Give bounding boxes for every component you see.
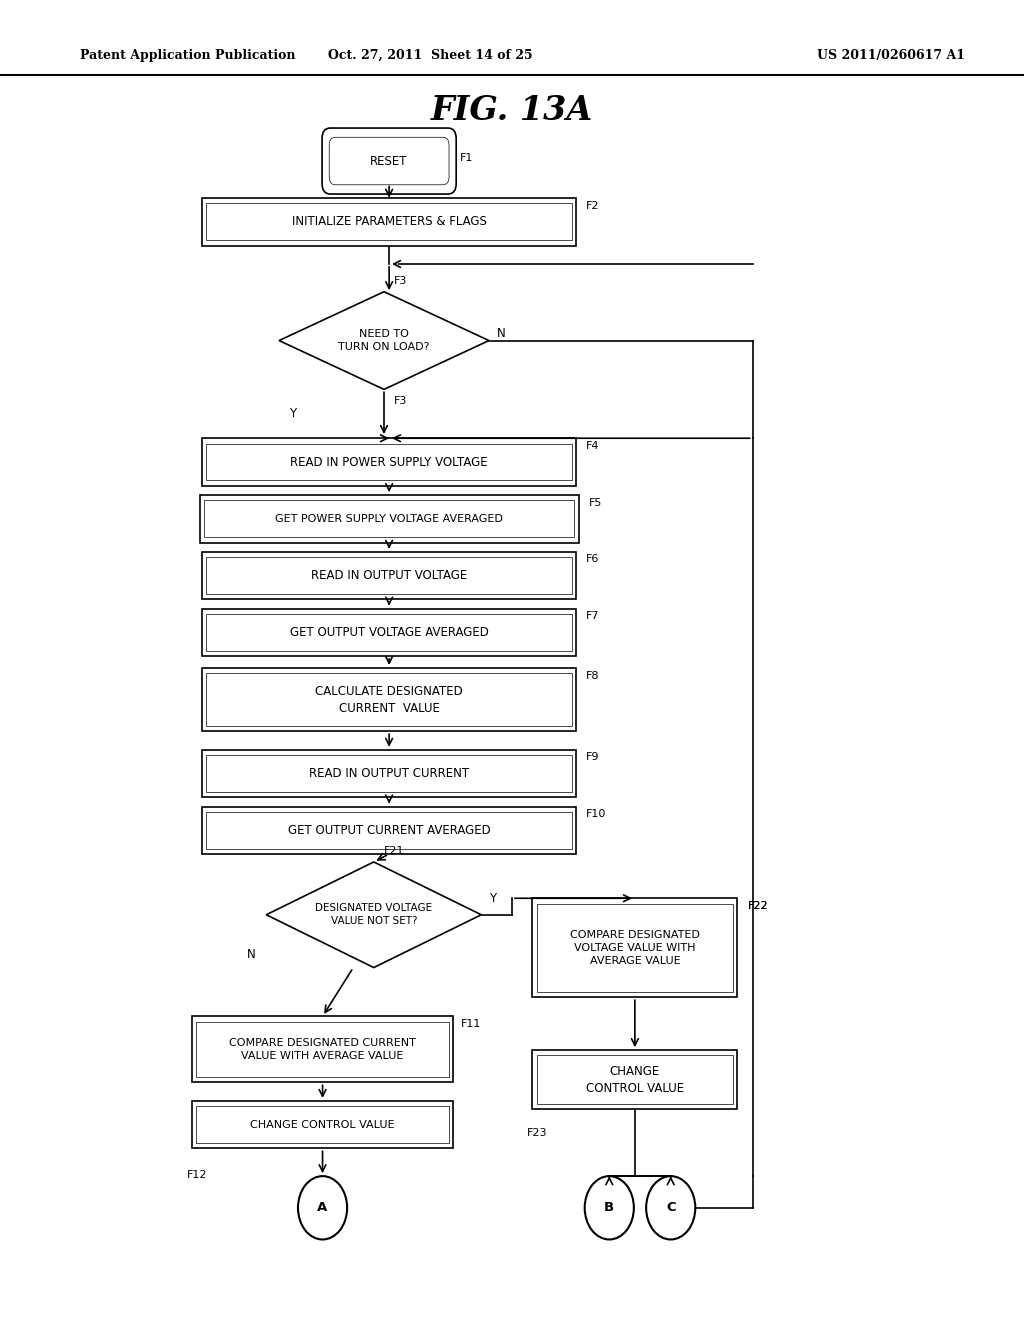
Bar [204,500,574,537]
Text: Y: Y [489,892,497,906]
Circle shape [646,1176,695,1239]
Text: F7: F7 [586,611,600,622]
Text: F22: F22 [748,902,768,911]
Text: COMPARE DESIGNATED
VOLTAGE VALUE WITH
AVERAGE VALUE: COMPARE DESIGNATED VOLTAGE VALUE WITH AV… [570,929,699,966]
Bar [207,812,571,849]
Bar [203,668,575,731]
Text: INITIALIZE PARAMETERS & FLAGS: INITIALIZE PARAMETERS & FLAGS [292,215,486,228]
Bar [207,203,571,240]
Text: F3: F3 [394,396,408,407]
Text: F10: F10 [586,809,606,820]
Text: GET POWER SUPPLY VOLTAGE AVERAGED: GET POWER SUPPLY VOLTAGE AVERAGED [275,513,503,524]
Text: F8: F8 [586,671,600,681]
Polygon shape [266,862,481,968]
Text: NEED TO
TURN ON LOAD?: NEED TO TURN ON LOAD? [338,329,430,352]
Text: F6: F6 [586,554,600,565]
Bar [203,807,575,854]
Text: F5: F5 [589,498,602,508]
Bar [207,755,571,792]
Text: A: A [317,1201,328,1214]
FancyBboxPatch shape [330,137,449,185]
Text: READ IN OUTPUT VOLTAGE: READ IN OUTPUT VOLTAGE [311,569,467,582]
Text: N: N [498,327,506,341]
Text: B: B [604,1201,614,1214]
FancyBboxPatch shape [322,128,457,194]
Circle shape [585,1176,634,1239]
Text: Patent Application Publication: Patent Application Publication [80,49,295,62]
Bar [207,614,571,651]
Text: F1: F1 [461,153,474,164]
Bar [203,198,575,246]
Bar [197,1022,449,1077]
Text: F21: F21 [384,846,404,857]
Text: CALCULATE DESIGNATED
CURRENT  VALUE: CALCULATE DESIGNATED CURRENT VALUE [315,685,463,714]
Text: F4: F4 [586,441,600,451]
Text: F2: F2 [586,201,600,211]
Text: GET OUTPUT VOLTAGE AVERAGED: GET OUTPUT VOLTAGE AVERAGED [290,626,488,639]
Bar [193,1016,453,1082]
Bar [532,1051,737,1109]
Bar [193,1101,453,1148]
Bar [203,609,575,656]
Bar [200,495,579,543]
Bar [203,750,575,797]
Text: C: C [666,1201,676,1214]
Text: F11: F11 [461,1019,481,1030]
Text: F3: F3 [394,276,408,286]
Text: CHANGE
CONTROL VALUE: CHANGE CONTROL VALUE [586,1065,684,1094]
Bar [537,1056,733,1104]
Bar [203,552,575,599]
Bar [207,673,571,726]
Text: READ IN OUTPUT CURRENT: READ IN OUTPUT CURRENT [309,767,469,780]
Text: Y: Y [290,407,296,420]
Text: Oct. 27, 2011  Sheet 14 of 25: Oct. 27, 2011 Sheet 14 of 25 [328,49,532,62]
Bar [203,438,575,486]
Text: US 2011/0260617 A1: US 2011/0260617 A1 [817,49,965,62]
Circle shape [298,1176,347,1239]
Text: RESET: RESET [371,154,408,168]
Text: READ IN POWER SUPPLY VOLTAGE: READ IN POWER SUPPLY VOLTAGE [291,455,487,469]
Text: N: N [247,948,256,961]
Bar [197,1106,449,1143]
Text: F12: F12 [186,1170,208,1180]
Text: F23: F23 [527,1129,548,1138]
Bar [207,444,571,480]
Text: GET OUTPUT CURRENT AVERAGED: GET OUTPUT CURRENT AVERAGED [288,824,490,837]
Text: COMPARE DESIGNATED CURRENT
VALUE WITH AVERAGE VALUE: COMPARE DESIGNATED CURRENT VALUE WITH AV… [229,1038,416,1061]
Bar [532,899,737,998]
Text: F9: F9 [586,752,600,763]
Text: F22: F22 [748,902,768,911]
Text: CHANGE CONTROL VALUE: CHANGE CONTROL VALUE [250,1119,395,1130]
Text: DESIGNATED VOLTAGE
VALUE NOT SET?: DESIGNATED VOLTAGE VALUE NOT SET? [315,903,432,927]
Polygon shape [279,292,489,389]
Text: FIG. 13A: FIG. 13A [431,94,593,127]
Bar [207,557,571,594]
Bar [537,903,733,993]
